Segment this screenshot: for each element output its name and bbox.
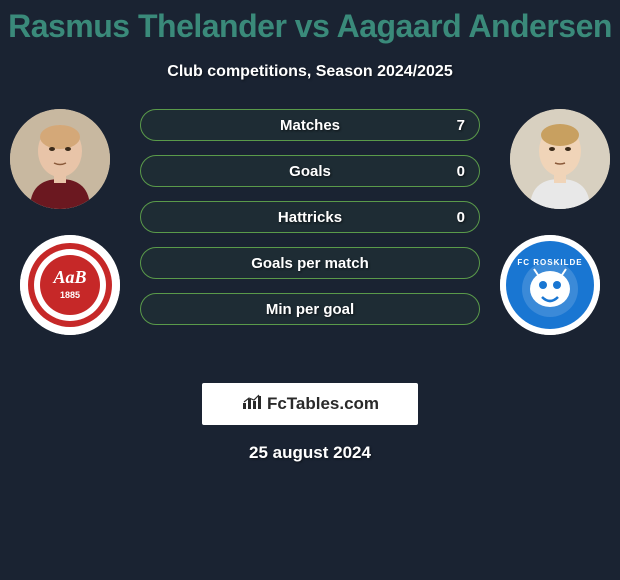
stat-label: Goals xyxy=(141,163,479,180)
date-label: 25 august 2024 xyxy=(0,443,620,463)
stat-label: Hattricks xyxy=(141,209,479,226)
player-left-avatar xyxy=(10,109,110,209)
comparison-area: AaB 1885 FC ROSKILDE Matches 7 Goals 0 xyxy=(0,109,620,369)
stat-row-gpm: Goals per match xyxy=(140,247,480,279)
page-subtitle: Club competitions, Season 2024/2025 xyxy=(0,63,620,81)
player-right-avatar xyxy=(510,109,610,209)
svg-text:1885: 1885 xyxy=(60,290,80,300)
stat-label: Matches xyxy=(141,117,479,134)
stat-rows: Matches 7 Goals 0 Hattricks 0 Goals per … xyxy=(140,109,480,339)
stat-row-goals: Goals 0 xyxy=(140,155,480,187)
stat-row-hattricks: Hattricks 0 xyxy=(140,201,480,233)
page-title: Rasmus Thelander vs Aagaard Andersen xyxy=(0,8,620,45)
stat-right-value: 7 xyxy=(457,117,465,134)
branding-box: FcTables.com xyxy=(202,383,418,425)
stat-label: Goals per match xyxy=(141,255,479,272)
svg-text:AaB: AaB xyxy=(52,267,86,287)
stat-label: Min per goal xyxy=(141,301,479,318)
chart-icon xyxy=(241,393,263,416)
club-right-badge: FC ROSKILDE xyxy=(500,235,600,335)
stat-right-value: 0 xyxy=(457,163,465,180)
stat-right-value: 0 xyxy=(457,209,465,226)
branding-text: FcTables.com xyxy=(267,394,379,414)
stat-row-mpg: Min per goal xyxy=(140,293,480,325)
svg-text:FC ROSKILDE: FC ROSKILDE xyxy=(517,258,582,267)
club-left-badge: AaB 1885 xyxy=(20,235,120,335)
stat-row-matches: Matches 7 xyxy=(140,109,480,141)
